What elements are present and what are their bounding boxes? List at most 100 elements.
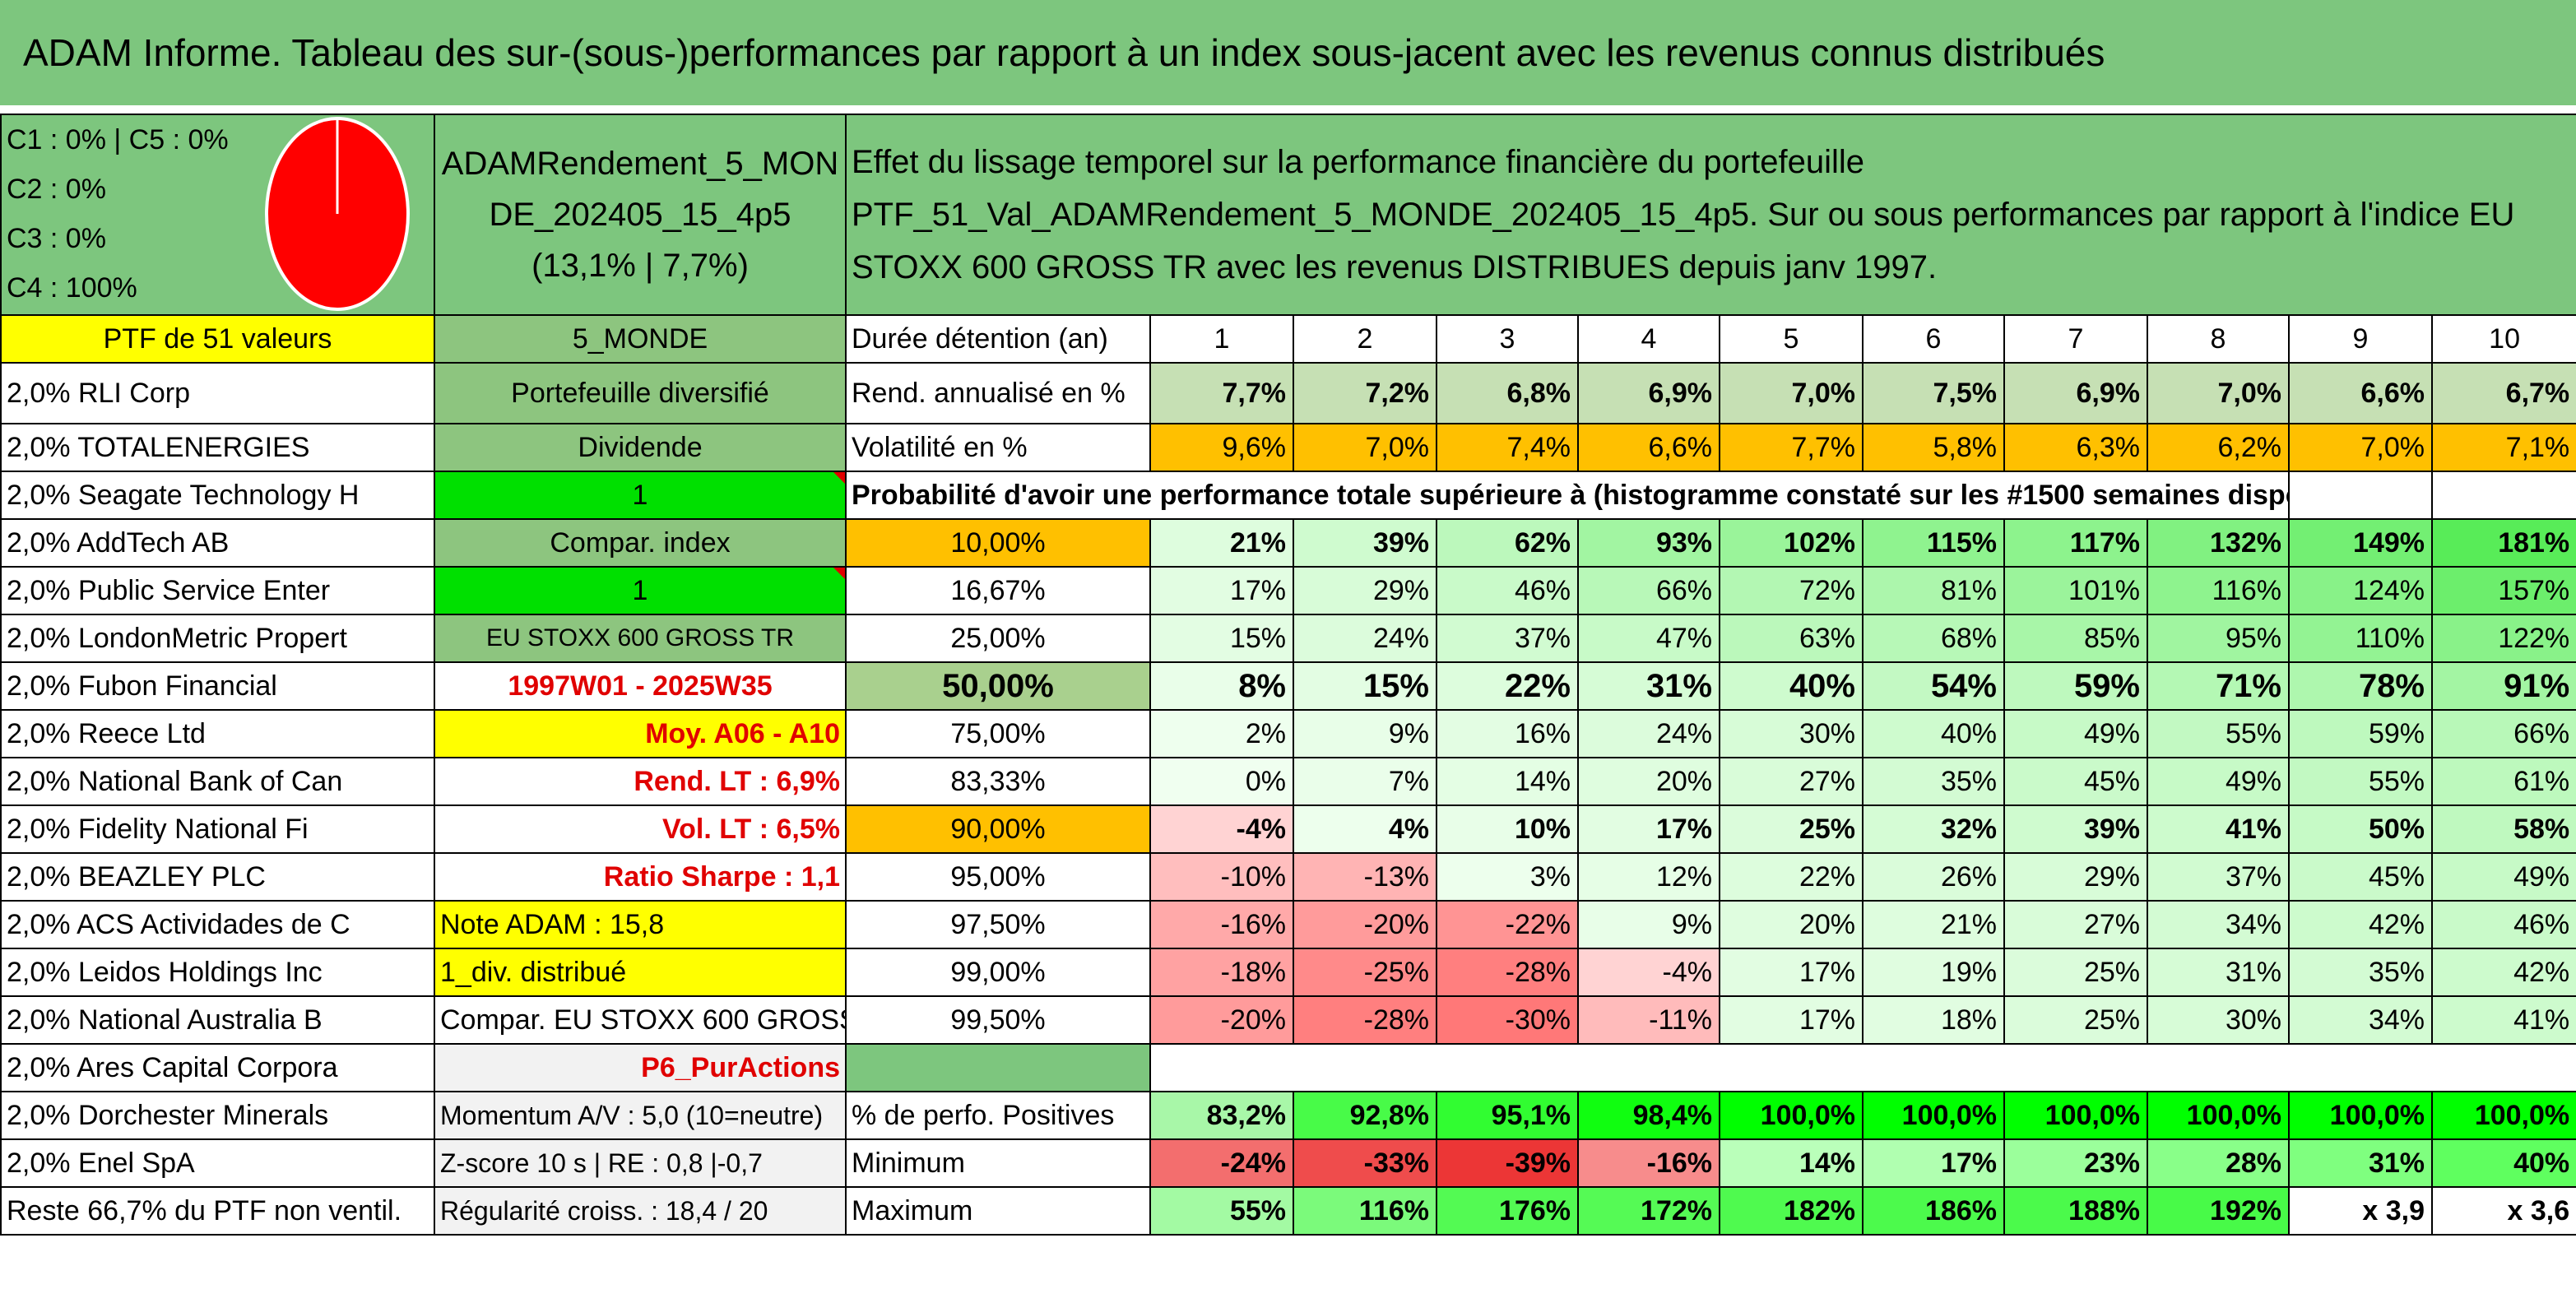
probability-value: 3% <box>1436 852 1579 902</box>
adam-note: Note ADAM : 15,8 <box>434 900 847 949</box>
performance-table: C1 : 0% | C5 : 0% C2 : 0% C3 : 0% C4 : 100%… <box>0 114 2576 1236</box>
probability-value: 49% <box>2147 757 2290 806</box>
vol-value: 5,8% <box>1862 423 2005 472</box>
holding: 2,0% RLI Corp <box>0 362 435 424</box>
probability-value: 45% <box>2003 757 2148 806</box>
probability-value: 41% <box>2430 995 2576 1045</box>
year-header: 1 <box>1149 314 1294 364</box>
holding: Reste 66,7% du PTF non ventil. <box>0 1186 435 1236</box>
empty-cell <box>845 1043 1151 1092</box>
probability-threshold: 99,50% <box>845 995 1151 1045</box>
probability-value: 19% <box>1862 948 2005 997</box>
probability-value: 40% <box>1719 661 1864 711</box>
year-header: 2 <box>1293 314 1437 364</box>
probability-value: 81% <box>1862 566 2005 615</box>
table-row: 2,0% National Australia B Compar. EU STOX… <box>0 995 2576 1045</box>
probability-value: 59% <box>2003 661 2148 711</box>
probability-value: 39% <box>1293 518 1437 568</box>
probability-value: 40% <box>1862 709 2005 758</box>
probability-value: 15% <box>1293 661 1437 711</box>
probability-value: 58% <box>2430 804 2576 854</box>
probability-value: 49% <box>2430 852 2576 902</box>
table-row: 2,0% TOTALENERGIES Dividende Volatilité en… <box>0 423 2576 472</box>
probability-value: 34% <box>2288 995 2433 1045</box>
probability-value: 181% <box>2430 518 2576 568</box>
probability-value: -11% <box>1577 995 1720 1045</box>
probability-value: 24% <box>1293 614 1437 663</box>
probability-value: -18% <box>1149 948 1294 997</box>
probability-value: 35% <box>1862 757 2005 806</box>
rend-value: 7,0% <box>1719 362 1864 424</box>
vol-value: 7,0% <box>1293 423 1437 472</box>
rend-value: 7,5% <box>1862 362 2005 424</box>
probability-value: 17% <box>1719 995 1864 1045</box>
prob-label: Probabilité d'avoir une performance tota… <box>845 471 2290 520</box>
probability-value: 42% <box>2288 900 2433 949</box>
probability-value: 91% <box>2430 661 2576 711</box>
probability-value: 78% <box>2288 661 2433 711</box>
table-row: 2,0% Ares Capital Corpora P6_PurActions <box>0 1043 2576 1092</box>
probability-value: 18% <box>1862 995 2005 1045</box>
year-header: 7 <box>2003 314 2148 364</box>
table-row: 2,0% Enel SpA Z-score 10 s | RE : 0,8 |-0… <box>0 1138 2576 1188</box>
probability-value: 34% <box>2147 900 2290 949</box>
holding: 2,0% LondonMetric Propert <box>0 614 435 663</box>
rend-lt: Rend. LT : 6,9% <box>434 757 847 806</box>
pos-value: 95,1% <box>1436 1091 1579 1140</box>
pos-value: 100,0% <box>2147 1091 2290 1140</box>
probability-value: 124% <box>2288 566 2433 615</box>
probability-value: 71% <box>2147 661 2290 711</box>
vol-value: 7,7% <box>1719 423 1864 472</box>
z-score: Z-score 10 s | RE : 0,8 |-0,7 <box>434 1138 847 1188</box>
max-value: x 3,9 <box>2288 1186 2433 1236</box>
pos-value: 100,0% <box>2003 1091 2148 1140</box>
probability-value: 26% <box>1862 852 2005 902</box>
probability-value: 59% <box>2288 709 2433 758</box>
probability-value: 25% <box>1719 804 1864 854</box>
probability-value: 61% <box>2430 757 2576 806</box>
probability-value: 30% <box>2147 995 2290 1045</box>
probability-value: 62% <box>1436 518 1579 568</box>
probability-value: 46% <box>1436 566 1579 615</box>
probability-value: -13% <box>1293 852 1437 902</box>
min-value: 28% <box>2147 1138 2290 1188</box>
year-header: 6 <box>1862 314 2005 364</box>
probability-value: 37% <box>1436 614 1579 663</box>
probability-value: 132% <box>2147 518 2290 568</box>
table-row: 2,0% Fidelity National Fi Vol. LT : 6,5% 9… <box>0 804 2576 854</box>
year-header: 3 <box>1436 314 1579 364</box>
holding: 2,0% TOTALENERGIES <box>0 423 435 472</box>
probability-value: 24% <box>1577 709 1720 758</box>
class-line: C2 : 0% <box>7 174 106 205</box>
table-row: 2,0% Dorchester Minerals Momentum A/V : 5… <box>0 1091 2576 1140</box>
rend-value: 6,9% <box>1577 362 1720 424</box>
portfolio-cell: ADAMRendement_5_MONDE_202405_15_4p5 (13,1… <box>434 114 847 316</box>
pos-value: 83,2% <box>1149 1091 1294 1140</box>
report-title: ADAM Informe. Tableau des sur-(sous-)per… <box>0 0 2576 105</box>
table-row: 2,0% Reece Ltd Moy. A06 - A10 75,00% 2% 9% 16… <box>0 709 2576 758</box>
pos-value: 92,8% <box>1293 1091 1437 1140</box>
probability-value: 54% <box>1862 661 2005 711</box>
probability-threshold: 50,00% <box>845 661 1151 711</box>
max-value: 182% <box>1719 1186 1864 1236</box>
rend-value: 6,8% <box>1436 362 1579 424</box>
vol-value: 6,2% <box>2147 423 2290 472</box>
probability-value: 122% <box>2430 614 2576 663</box>
empty-cell <box>2430 471 2576 520</box>
year-header: 9 <box>2288 314 2433 364</box>
rend-value: 6,9% <box>2003 362 2148 424</box>
probability-value: 7% <box>1293 757 1437 806</box>
year-header: 10 <box>2430 314 2576 364</box>
probability-value: 35% <box>2288 948 2433 997</box>
probability-value: 66% <box>2430 709 2576 758</box>
portfolio-name: ADAMRendement_5_MONDE_202405_15_4p5 <box>441 146 839 233</box>
probability-value: 46% <box>2430 900 2576 949</box>
pos-label: % de perfo. Positives <box>845 1091 1151 1140</box>
probability-threshold: 90,00% <box>845 804 1151 854</box>
probability-value: -4% <box>1149 804 1294 854</box>
max-value: 188% <box>2003 1186 2148 1236</box>
vol-value: 6,3% <box>2003 423 2148 472</box>
probability-value: 21% <box>1862 900 2005 949</box>
description: Effet du lissage temporel sur la perform… <box>844 114 2576 316</box>
